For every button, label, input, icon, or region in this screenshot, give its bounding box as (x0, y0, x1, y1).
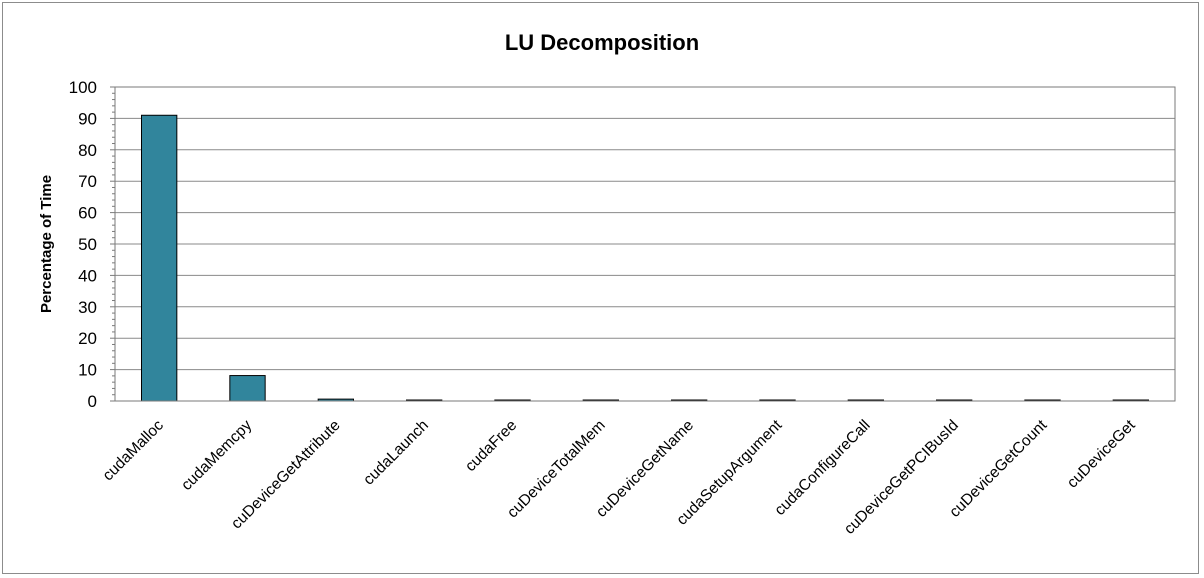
y-tick-label-40: 40 (78, 266, 97, 285)
y-tick-label-30: 30 (78, 298, 97, 317)
y-tick-label-90: 90 (78, 109, 97, 128)
x-tick-label-cuDeviceGet: cuDeviceGet (1064, 416, 1139, 491)
y-tick-label-20: 20 (78, 329, 97, 348)
y-tick-label-80: 80 (78, 141, 97, 160)
x-tick-labels: cudaMalloc cudaMemcpycuDeviceGetAttribute… (100, 416, 1140, 538)
x-tick-label-cudaConfigureCall: cudaConfigureCall (771, 417, 873, 519)
y-tick-label-50: 50 (78, 235, 97, 254)
x-tick-label-cudaMemcpy: cudaMemcpy (178, 417, 255, 494)
gridlines (110, 86, 1175, 402)
y-tick-labels: 0 10 20 30 40 50 60 70 80 90 100 (69, 78, 97, 411)
bar-cudaMalloc (141, 114, 178, 402)
plot-area (114, 86, 1176, 402)
y-tick-label-0: 0 (88, 392, 97, 411)
y-tick-label-70: 70 (78, 172, 97, 191)
x-tick-label-cuDeviceGetName: cuDeviceGetName (593, 417, 697, 521)
y-tick-label-10: 10 (78, 361, 97, 380)
bars (141, 114, 1149, 402)
x-tick-label-cuDeviceGetCount: cuDeviceGetCount (946, 416, 1051, 521)
x-tick-label-cuDeviceTotalMem: cuDeviceTotalMem (504, 417, 609, 522)
y-tick-label-100: 100 (69, 78, 97, 97)
x-tick-label-cudaLaunch: cudaLaunch (360, 417, 432, 489)
y-axis-label: Percentage of Time (38, 175, 55, 313)
x-tick-label-cudaFree: cudaFree (462, 417, 520, 475)
y-tick-label-60: 60 (78, 204, 97, 223)
chart-title: LU Decomposition (505, 30, 699, 55)
x-tick-label-cudaMalloc: cudaMalloc (100, 417, 168, 485)
bar-cudaMemcpy (229, 375, 266, 402)
